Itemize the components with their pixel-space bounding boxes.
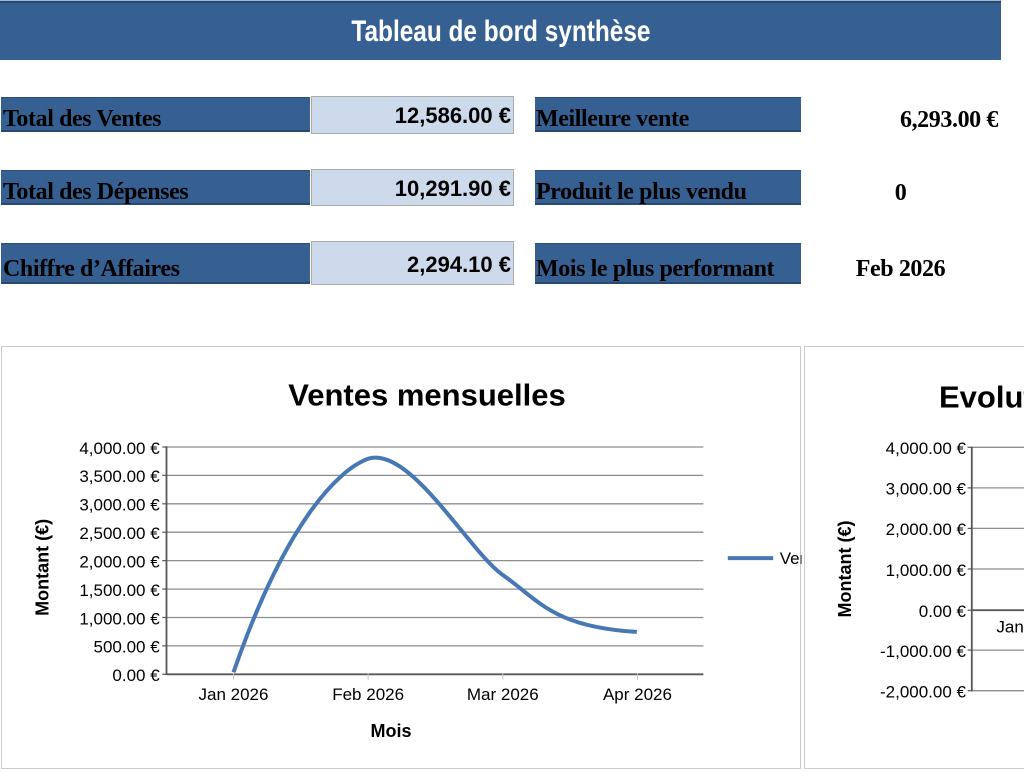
- svg-text:2,500.00 €: 2,500.00 €: [79, 524, 160, 543]
- svg-text:Montant (€): Montant (€): [33, 519, 53, 616]
- svg-text:0.00 €: 0.00 €: [919, 602, 967, 621]
- svg-text:2,000.00 €: 2,000.00 €: [79, 553, 160, 572]
- svg-text:Evolution des ventes: Evolution des ventes: [939, 379, 1024, 414]
- svg-text:Mois: Mois: [370, 721, 411, 741]
- svg-text:-1,000.00 €: -1,000.00 €: [880, 642, 967, 661]
- svg-text:1,000.00 €: 1,000.00 €: [79, 609, 160, 628]
- svg-text:4,000.00 €: 4,000.00 €: [886, 439, 967, 458]
- svg-text:Jan 2026: Jan 2026: [996, 617, 1024, 636]
- svg-text:Feb 2026: Feb 2026: [332, 685, 404, 704]
- svg-text:500.00 €: 500.00 €: [94, 638, 161, 657]
- svg-text:-2,000.00 €: -2,000.00 €: [880, 683, 967, 702]
- svg-text:Jan 2026: Jan 2026: [199, 685, 269, 704]
- svg-text:3,000.00 €: 3,000.00 €: [886, 480, 967, 499]
- svg-text:1,500.00 €: 1,500.00 €: [79, 581, 160, 600]
- svg-text:3,500.00 €: 3,500.00 €: [79, 467, 160, 486]
- svg-text:Ventes: Ventes: [780, 549, 832, 568]
- svg-text:3,000.00 €: 3,000.00 €: [79, 496, 160, 515]
- svg-text:2,000.00 €: 2,000.00 €: [886, 520, 967, 539]
- svg-text:Apr 2026: Apr 2026: [603, 685, 672, 704]
- svg-text:4,000.00 €: 4,000.00 €: [79, 439, 160, 458]
- svg-text:1,000.00 €: 1,000.00 €: [886, 561, 967, 580]
- svg-text:Mar 2026: Mar 2026: [467, 685, 539, 704]
- svg-text:0.00 €: 0.00 €: [112, 666, 160, 685]
- svg-text:Ventes mensuelles: Ventes mensuelles: [288, 378, 565, 413]
- svg-text:Montant (€): Montant (€): [835, 521, 855, 618]
